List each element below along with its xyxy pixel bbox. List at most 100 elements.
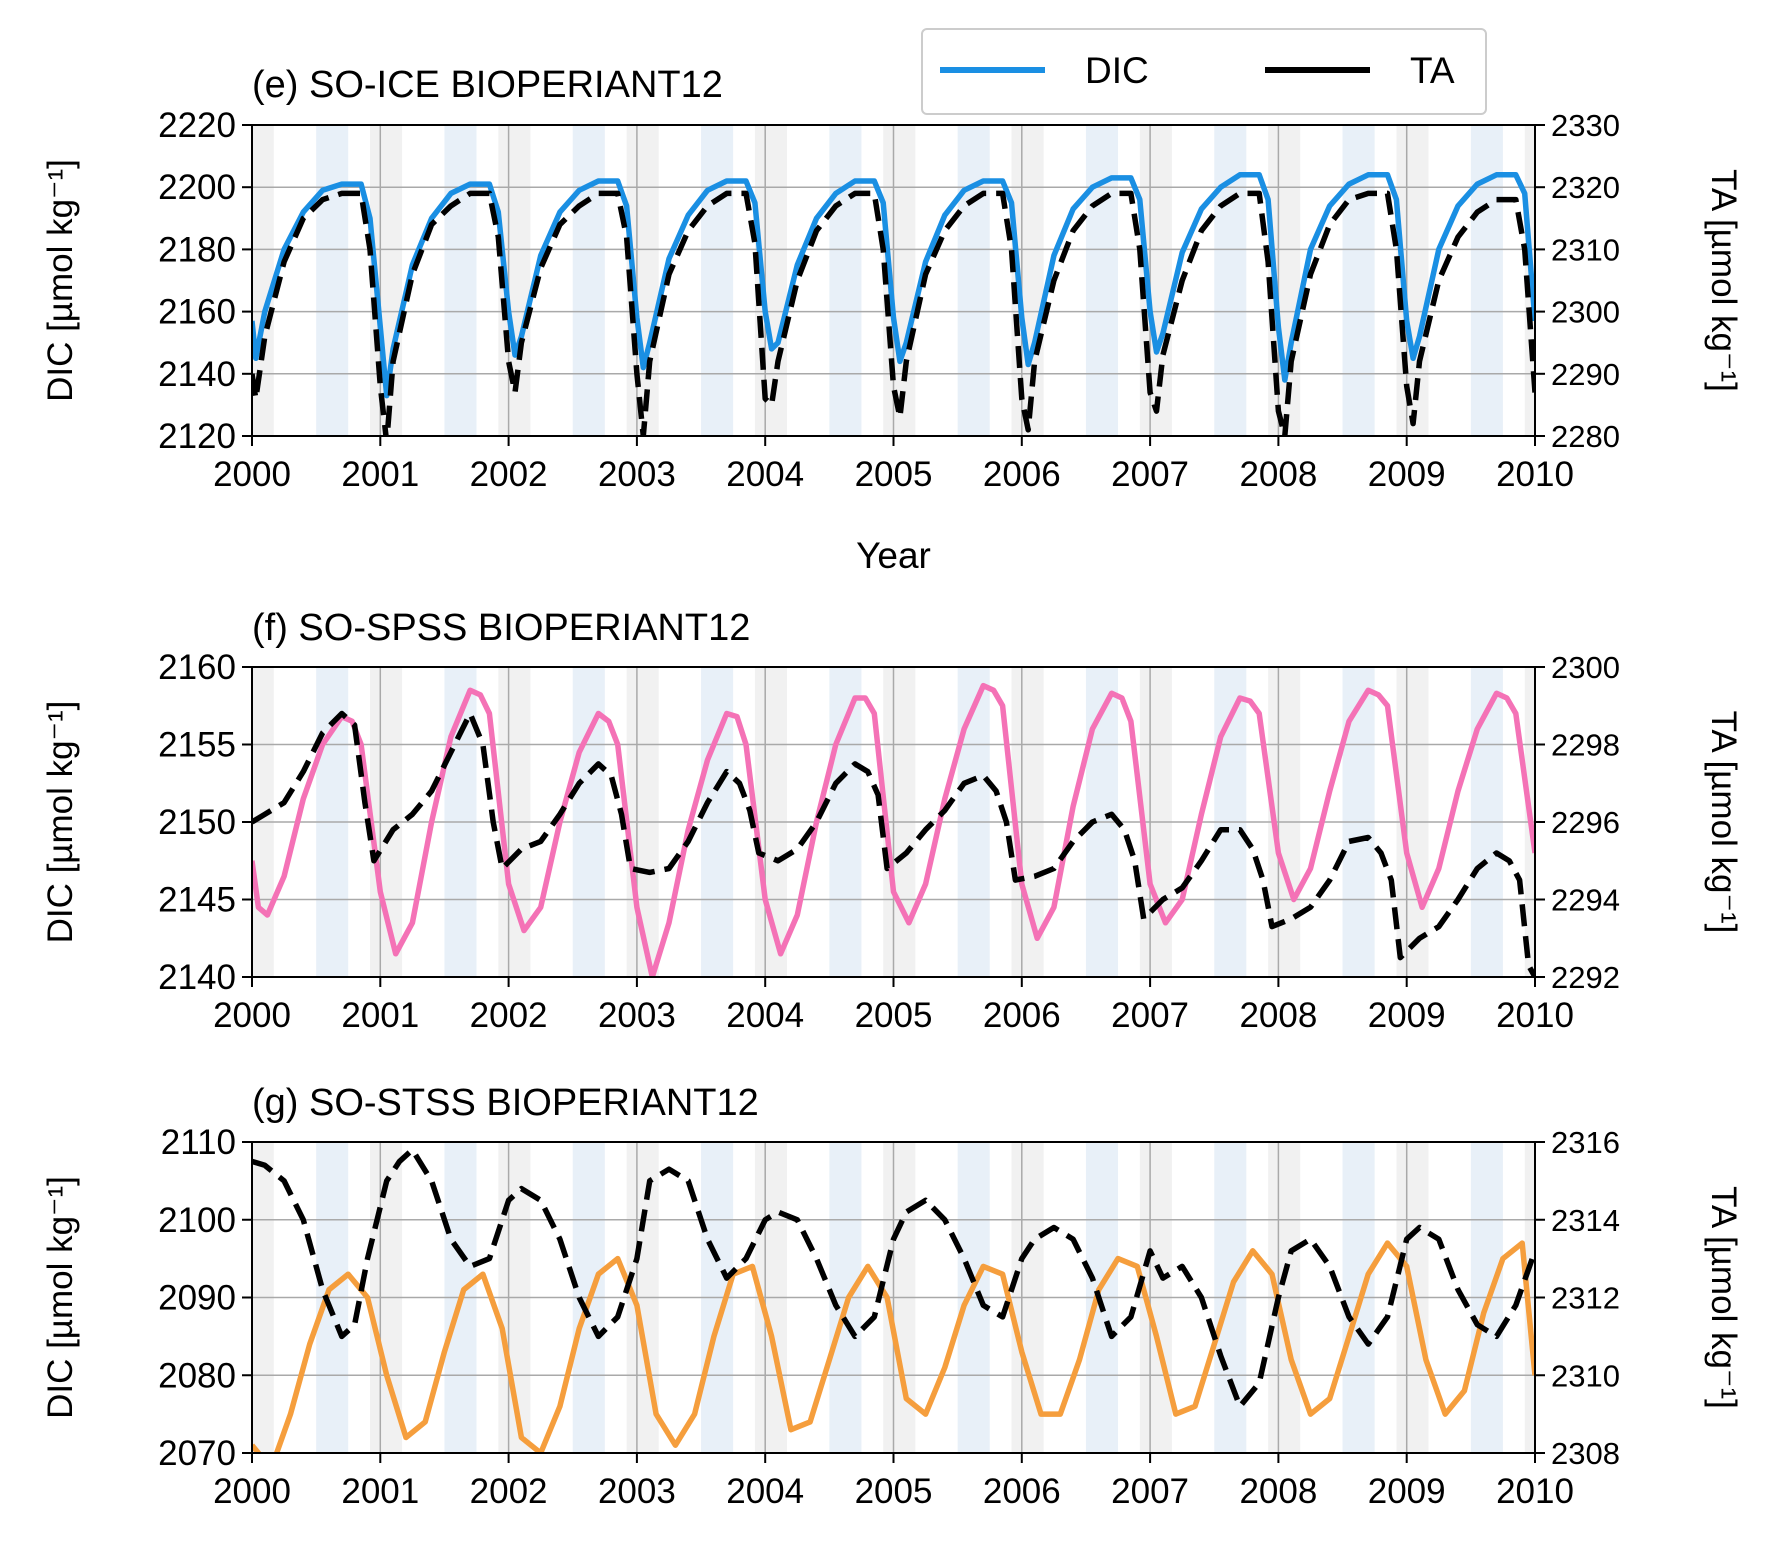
- y-tick-label: 2090: [158, 1279, 236, 1318]
- series-line-ta: [252, 710, 1535, 977]
- x-tick-label: 2010: [1496, 996, 1574, 1035]
- x-tick-label: 2000: [213, 1472, 291, 1511]
- x-tick-label: 2001: [341, 996, 419, 1035]
- x-tick-label: 2006: [983, 1472, 1061, 1511]
- legend: DIC TA: [921, 28, 1487, 115]
- series-line-dic: [252, 1240, 1535, 1453]
- season-band-spring: [444, 125, 477, 436]
- series-group: [252, 1147, 1535, 1453]
- y-right-tick-label: 2310: [1551, 1358, 1620, 1393]
- y-tick-label: 2120: [158, 417, 236, 456]
- x-tick-label: 2003: [598, 455, 676, 494]
- x-tick-label: 2004: [726, 1472, 804, 1511]
- season-band-spring: [316, 125, 349, 436]
- y-axis-label: DIC [µmol kg⁻¹]: [41, 701, 80, 944]
- y-tick-label: 2145: [158, 881, 236, 920]
- y-right-tick-label: 2320: [1551, 170, 1620, 205]
- x-tick-label: 2003: [598, 1472, 676, 1511]
- y-right-tick-label: 2296: [1551, 805, 1620, 840]
- y-tick-label: 2160: [158, 648, 236, 687]
- x-tick-label: 2002: [470, 455, 548, 494]
- x-tick-label: 2002: [470, 1472, 548, 1511]
- x-tick-label: 2000: [213, 455, 291, 494]
- y-right-tick-label: 2330: [1551, 108, 1620, 143]
- y-tick-label: 2150: [158, 803, 236, 842]
- season-band-spring: [829, 125, 862, 436]
- x-tick-label: 2000: [213, 996, 291, 1035]
- season-band-spring: [1214, 125, 1247, 436]
- series-line-dic: [252, 682, 1535, 977]
- x-tick-label: 2002: [470, 996, 548, 1035]
- season-band-spring: [1342, 125, 1375, 436]
- y-right-tick-label: 2280: [1551, 419, 1620, 454]
- series-line-ta: [252, 190, 1535, 436]
- x-tick-label: 2009: [1368, 455, 1446, 494]
- x-tick-label: 2001: [341, 455, 419, 494]
- y-right-tick-label: 2292: [1551, 960, 1620, 995]
- y-right-tick-label: 2290: [1551, 357, 1620, 392]
- season-band-spring: [957, 125, 990, 436]
- season-band-spring: [701, 125, 734, 436]
- x-tick-label: 2004: [726, 996, 804, 1035]
- x-tick-label: 2010: [1496, 455, 1574, 494]
- season-band-spring: [572, 125, 605, 436]
- x-tick-label: 2010: [1496, 1472, 1574, 1511]
- y-tick-label: 2080: [158, 1356, 236, 1395]
- legend-ta-label: TA: [1410, 50, 1455, 91]
- panel-e: 2000 2001 2002 2003 2004 2005 2006 2007 2008 2009…: [41, 64, 1743, 576]
- x-tick-label: 2007: [1111, 1472, 1189, 1511]
- x-tick-label: 2009: [1368, 1472, 1446, 1511]
- y-right-tick-label: 2300: [1551, 295, 1620, 330]
- y-right-axis-label: TA [µmol kg⁻¹]: [1704, 1186, 1743, 1409]
- series-group: [252, 682, 1535, 977]
- x-tick-label: 2006: [983, 455, 1061, 494]
- x-tick-label: 2006: [983, 996, 1061, 1035]
- x-tick-label: 2008: [1239, 455, 1317, 494]
- season-band-spring: [1470, 125, 1503, 436]
- y-axis-label: DIC [µmol kg⁻¹]: [41, 159, 80, 402]
- y-right-axis-label: TA [µmol kg⁻¹]: [1704, 169, 1743, 392]
- x-tick-label: 2004: [726, 455, 804, 494]
- y-tick-label: 2220: [158, 106, 236, 145]
- y-right-tick-label: 2310: [1551, 232, 1620, 267]
- y-right-tick-label: 2312: [1551, 1281, 1620, 1316]
- y-right-tick-label: 2316: [1551, 1125, 1620, 1160]
- legend-dic-label: DIC: [1085, 50, 1149, 91]
- y-tick-label: 2200: [158, 168, 236, 207]
- x-axis-label: Year: [856, 535, 931, 576]
- chart-title: (f) SO-SPSS BIOPERIANT12: [252, 607, 750, 649]
- x-tick-label: 2005: [855, 455, 933, 494]
- y-right-axis-label: TA [µmol kg⁻¹]: [1704, 711, 1743, 934]
- x-tick-label: 2005: [855, 996, 933, 1035]
- y-right-tick-label: 2298: [1551, 728, 1620, 763]
- y-tick-label: 2070: [158, 1434, 236, 1473]
- x-tick-label: 2009: [1368, 996, 1446, 1035]
- legend-frame: [921, 28, 1487, 115]
- series-line-dic: [252, 172, 1535, 399]
- series-line-ta: [252, 1147, 1535, 1410]
- season-band-spring: [1085, 125, 1119, 436]
- x-tick-label: 2008: [1239, 996, 1317, 1035]
- y-tick-label: 2160: [158, 293, 236, 332]
- y-tick-label: 2140: [158, 355, 236, 394]
- chart-title: (g) SO-STSS BIOPERIANT12: [252, 1082, 759, 1124]
- series-group: [252, 172, 1535, 436]
- x-tick-label: 2008: [1239, 1472, 1317, 1511]
- y-right-tick-label: 2314: [1551, 1203, 1620, 1238]
- y-tick-label: 2110: [161, 1123, 236, 1162]
- season-bands: [252, 125, 1535, 436]
- x-tick-label: 2007: [1111, 996, 1189, 1035]
- x-tick-label: 2003: [598, 996, 676, 1035]
- y-tick-label: 2155: [158, 726, 236, 765]
- x-tick-label: 2005: [855, 1472, 933, 1511]
- chart-title: (e) SO-ICE BIOPERIANT12: [252, 64, 723, 106]
- y-tick-label: 2180: [158, 230, 236, 269]
- y-right-tick-label: 2300: [1551, 650, 1620, 685]
- y-axis-label: DIC [µmol kg⁻¹]: [41, 1176, 80, 1419]
- x-tick-label: 2007: [1111, 455, 1189, 494]
- y-tick-label: 2140: [158, 958, 236, 997]
- panel-f: 2000 2001 2002 2003 2004 2005 2006 2007 2008 2009…: [41, 607, 1743, 1035]
- x-tick-label: 2001: [341, 1472, 419, 1511]
- y-right-tick-label: 2308: [1551, 1436, 1620, 1471]
